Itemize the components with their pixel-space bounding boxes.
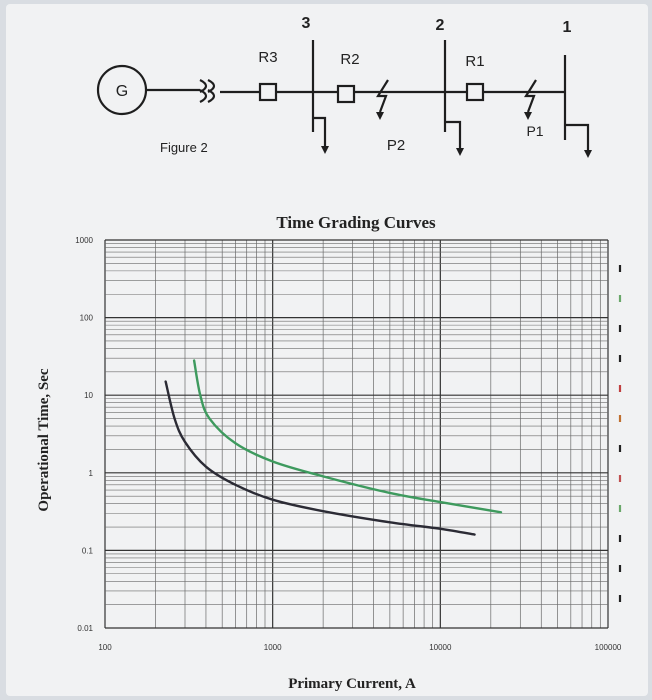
x-axis-label: Primary Current, A xyxy=(288,676,416,692)
series-line-1 xyxy=(164,380,476,536)
chart-series xyxy=(164,359,503,536)
bus-number-3: 3 xyxy=(302,15,311,32)
chart-title: Time Grading Curves xyxy=(276,213,436,232)
fault-label-p2: P2 xyxy=(387,137,405,154)
load-2 xyxy=(445,120,462,150)
x-tick-label: 100 xyxy=(98,643,112,652)
fault-label-p1: P1 xyxy=(526,123,543,139)
load-1-arrow xyxy=(584,150,592,158)
load-1 xyxy=(565,123,590,152)
series-line-2 xyxy=(192,359,503,514)
y-axis-label: Operational Time, Sec xyxy=(36,368,52,512)
y-tick-label: 1000 xyxy=(75,236,93,245)
fault-p2-arrowhead xyxy=(376,112,384,120)
x-tick-label: 10000 xyxy=(429,643,452,652)
y-tick-label: 0.1 xyxy=(82,546,94,555)
relay-r3-box xyxy=(258,82,278,102)
x-tick-label: 1000 xyxy=(264,643,282,652)
load-3-arrow xyxy=(321,146,329,154)
bus-number-1: 1 xyxy=(563,19,572,36)
load-3 xyxy=(313,116,327,148)
relay-label-r1: R1 xyxy=(465,53,484,70)
y-tick-label: 100 xyxy=(80,314,94,323)
y-tick-label: 1 xyxy=(89,469,94,478)
transformer-symbol xyxy=(199,79,216,103)
relay-r2-box xyxy=(336,84,356,104)
one-line-diagram: G Figure 2 3 2 1 R3 R2 R1 P2 P1 xyxy=(96,15,592,158)
x-tick-label: 100000 xyxy=(595,643,622,652)
fault-p1-symbol xyxy=(524,79,537,113)
relay-label-r2: R2 xyxy=(340,51,359,68)
figure-label: Figure 2 xyxy=(160,140,208,155)
y-tick-label: 10 xyxy=(84,391,93,400)
fault-p2-symbol xyxy=(376,79,389,113)
chart-tick-labels: 100 1000 10000 100000 1000 100 10 1 0.1 0.01 xyxy=(75,236,622,652)
relay-label-r3: R3 xyxy=(258,49,277,66)
relay-r1-box xyxy=(465,82,485,102)
y-tick-label: 0.01 xyxy=(77,624,93,633)
bus-number-2: 2 xyxy=(436,17,445,34)
load-2-arrow xyxy=(456,148,464,156)
fault-p1-arrowhead xyxy=(524,112,532,120)
generator-label: G xyxy=(116,83,128,100)
